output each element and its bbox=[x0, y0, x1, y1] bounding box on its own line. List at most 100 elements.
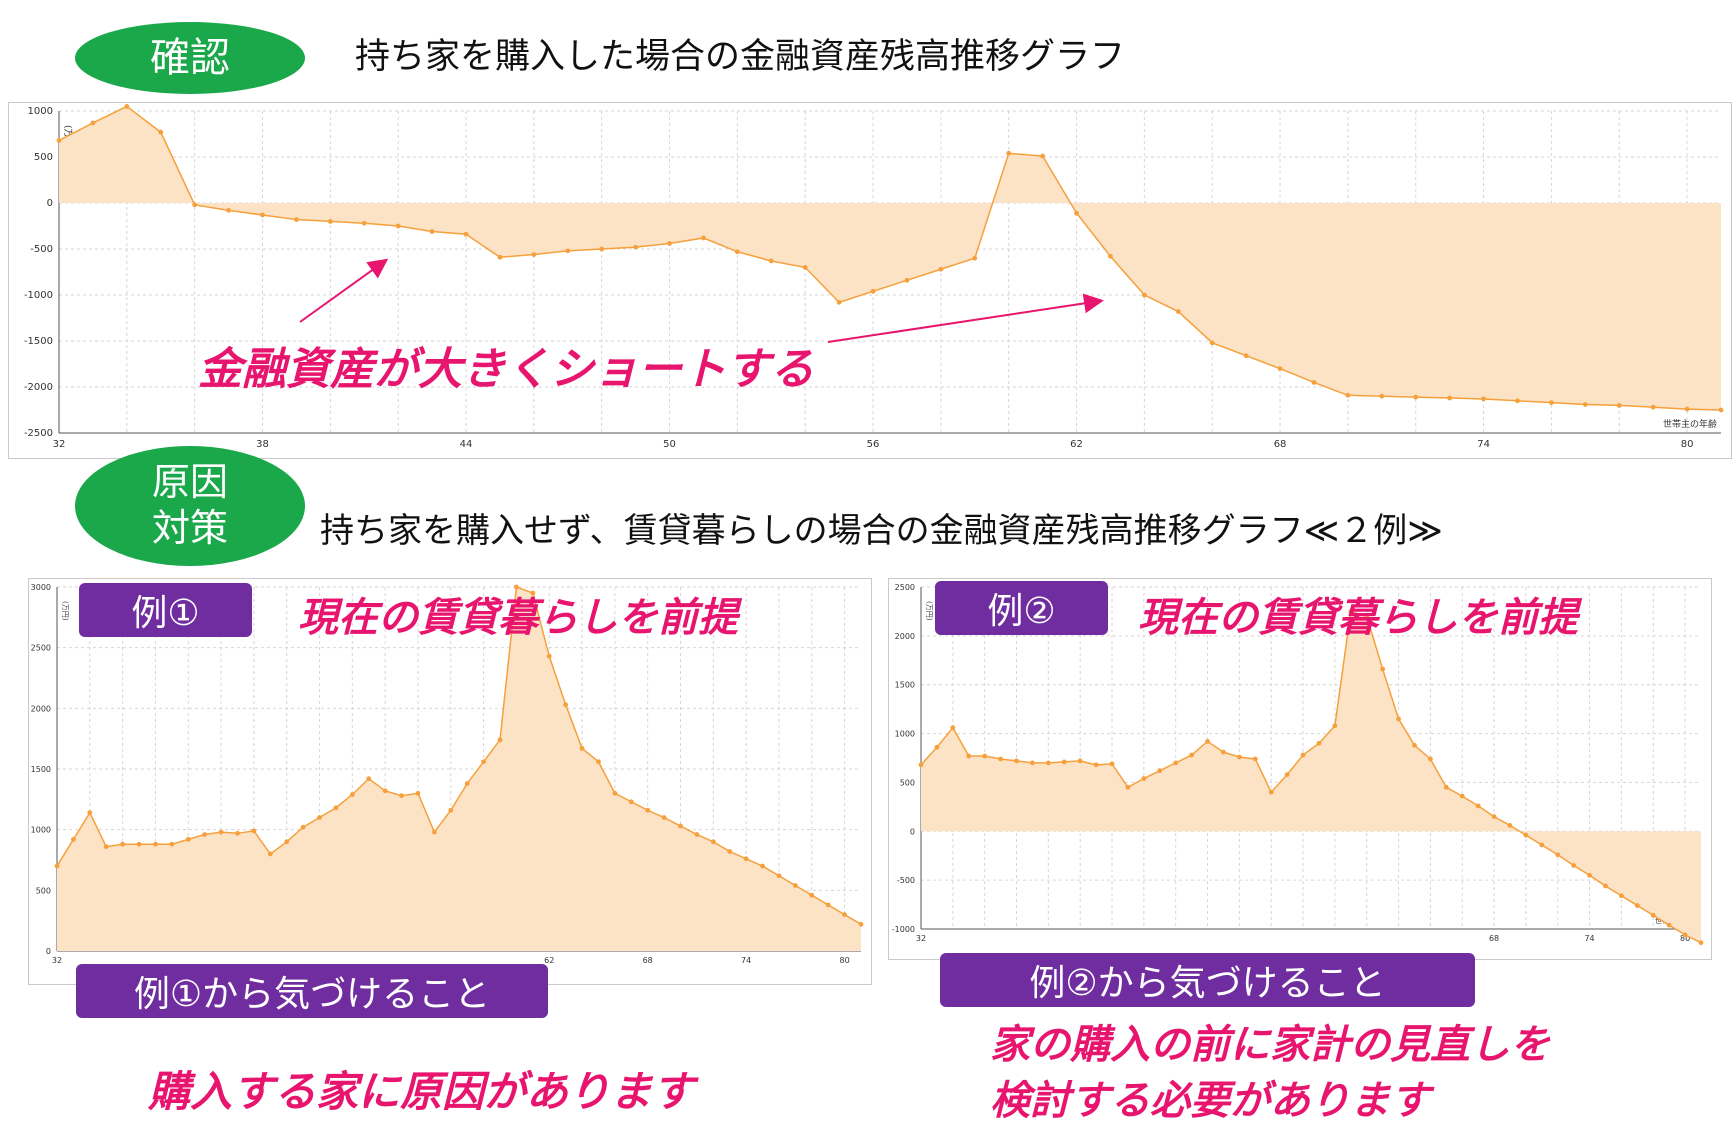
x-tick-label: 74 bbox=[1477, 439, 1490, 450]
data-point bbox=[1459, 793, 1465, 799]
data-point bbox=[599, 246, 605, 252]
example1-insight: 購入する家に原因があります bbox=[148, 1067, 695, 1116]
data-point bbox=[120, 841, 126, 847]
x-tick-label: 38 bbox=[256, 439, 269, 450]
data-point bbox=[1141, 776, 1147, 781]
y-axis-label: (万円) bbox=[61, 601, 69, 621]
x-tick-label: 74 bbox=[741, 956, 751, 965]
data-point bbox=[1603, 883, 1608, 889]
x-tick-label: 44 bbox=[460, 439, 473, 450]
data-point bbox=[1175, 309, 1181, 314]
x-tick-label: 32 bbox=[53, 439, 66, 450]
data-point bbox=[1061, 759, 1067, 765]
data-point bbox=[1040, 153, 1046, 159]
data-point bbox=[734, 249, 740, 255]
data-point bbox=[1491, 814, 1497, 820]
y-tick-label: 1000 bbox=[895, 730, 915, 739]
data-point bbox=[1447, 395, 1453, 401]
data-point bbox=[1539, 842, 1545, 848]
data-point bbox=[1108, 253, 1113, 259]
data-point bbox=[1045, 760, 1051, 766]
data-point bbox=[1684, 406, 1690, 412]
data-point bbox=[497, 737, 503, 743]
data-point bbox=[842, 912, 847, 917]
example2-insight-line1: 家の購入の前に家計の見直しを bbox=[990, 1022, 1550, 1068]
data-point bbox=[710, 839, 716, 845]
x-tick-label: 74 bbox=[1584, 934, 1594, 943]
data-point bbox=[1634, 903, 1640, 908]
data-point bbox=[185, 836, 191, 842]
y-tick-label: 2500 bbox=[31, 644, 51, 653]
data-point bbox=[1268, 789, 1274, 795]
data-point bbox=[858, 921, 864, 927]
data-point bbox=[1093, 762, 1099, 768]
data-point bbox=[727, 849, 733, 854]
data-point bbox=[998, 756, 1003, 762]
data-point bbox=[481, 759, 487, 765]
example2-label: 例② bbox=[935, 581, 1108, 635]
x-tick-label: 68 bbox=[1274, 439, 1287, 450]
x-tick-label: 50 bbox=[663, 439, 676, 450]
data-point bbox=[938, 266, 944, 272]
y-axis-label: (万円) bbox=[925, 601, 933, 621]
y-tick-label: 1000 bbox=[28, 106, 53, 117]
data-point bbox=[1077, 758, 1083, 764]
data-point bbox=[628, 799, 634, 805]
rental-chart-heading: 持ち家を購入せず、賃貸暮らしの場合の金融資産残高推移グラフ≪２例≫ bbox=[320, 511, 1443, 551]
data-point bbox=[1523, 832, 1529, 838]
x-tick-label: 80 bbox=[1680, 934, 1690, 943]
data-point bbox=[678, 823, 683, 829]
y-tick-label: 1500 bbox=[31, 765, 51, 774]
y-tick-label: 0 bbox=[910, 827, 915, 836]
data-point bbox=[260, 212, 265, 218]
data-point bbox=[836, 299, 842, 305]
y-tick-label: 2500 bbox=[895, 583, 915, 592]
badge-line2: 対策 bbox=[151, 506, 228, 550]
data-point bbox=[1030, 760, 1035, 766]
example1-label-text: 例① bbox=[131, 593, 200, 634]
data-point bbox=[300, 824, 306, 830]
chart-example1: 3000250020001500100050003262687480(万円)世帯… bbox=[31, 583, 864, 965]
data-point bbox=[415, 790, 421, 796]
y-tick-label: 0 bbox=[47, 198, 53, 209]
data-point bbox=[395, 223, 401, 229]
data-point bbox=[809, 892, 815, 898]
data-point bbox=[972, 255, 978, 261]
data-point bbox=[87, 810, 93, 816]
data-point bbox=[448, 807, 454, 813]
y-tick-label: -1500 bbox=[24, 336, 53, 347]
data-point bbox=[1413, 394, 1419, 400]
data-point bbox=[284, 839, 290, 845]
data-point bbox=[327, 219, 333, 224]
example1-insight-label-text: 例①から気づけること bbox=[133, 974, 491, 1015]
data-point bbox=[1380, 666, 1386, 672]
data-point bbox=[966, 753, 972, 759]
confirm-badge: 確認 bbox=[75, 22, 305, 94]
data-point bbox=[1109, 761, 1115, 767]
data-point bbox=[1571, 863, 1577, 868]
data-point bbox=[825, 902, 831, 908]
data-point bbox=[202, 832, 208, 837]
y-tick-label: 3000 bbox=[31, 583, 51, 592]
data-point bbox=[918, 762, 924, 768]
data-point bbox=[1481, 396, 1486, 402]
y-tick-label: 0 bbox=[46, 947, 51, 956]
data-point bbox=[1345, 392, 1351, 398]
y-tick-label: -1000 bbox=[892, 925, 915, 934]
data-point bbox=[158, 129, 164, 135]
data-point bbox=[1379, 393, 1385, 399]
data-point bbox=[1141, 292, 1147, 298]
y-tick-label: 500 bbox=[900, 778, 915, 787]
data-point bbox=[294, 217, 299, 222]
chart-panel-example2: 2500 2000 1500 1000 500 0 -500 -1000 32 68 74 80 (万円… bbox=[888, 578, 1712, 960]
data-point bbox=[661, 815, 667, 820]
data-point bbox=[399, 793, 404, 799]
series-line bbox=[920, 610, 1702, 944]
x-tick-label: 56 bbox=[867, 439, 880, 450]
data-point bbox=[633, 244, 639, 250]
chart-panel-owned-home: 1000 500 0 -500 -1000 -1500 -2000 -2500 32 38 44 50… bbox=[8, 102, 1732, 459]
data-point bbox=[1074, 210, 1079, 216]
data-point bbox=[579, 745, 585, 751]
data-point bbox=[333, 805, 339, 811]
data-point bbox=[56, 138, 62, 143]
